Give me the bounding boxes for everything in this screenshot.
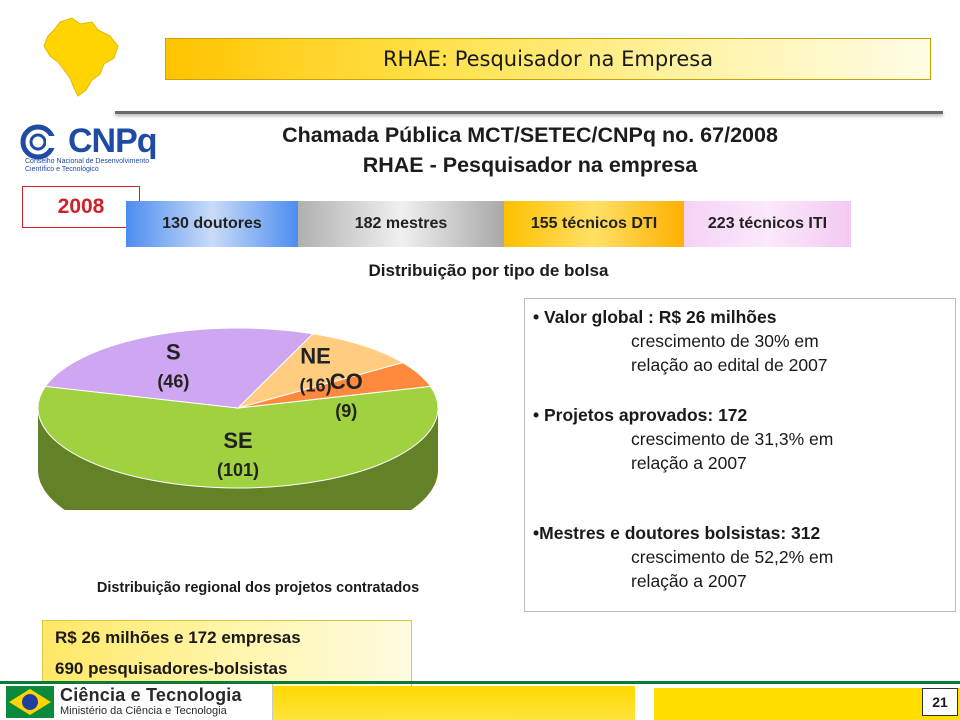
pie-label-ne: NE xyxy=(300,343,331,368)
highlight-head: Valor global : R$ 26 milhões xyxy=(544,307,777,327)
summary-line-2: 690 pesquisadores-bolsistas xyxy=(55,659,288,678)
pie-label-co: CO xyxy=(330,369,363,394)
pie-side-se xyxy=(38,408,438,510)
heading-line-1: Chamada Pública MCT/SETEC/CNPq no. 67/20… xyxy=(282,123,778,147)
highlight-sub: relação a 2007 xyxy=(631,453,747,473)
highlight-projetos: • Projetos aprovados: 172 crescimento de… xyxy=(533,403,948,475)
cnpq-wordmark: CNPq xyxy=(68,122,158,160)
heading-line-2: RHAE - Pesquisador na empresa xyxy=(362,153,698,177)
pie-slice-co xyxy=(237,362,432,409)
pie-label-se: SE xyxy=(223,428,252,453)
regional-pie-chart: SE (101) S (46) NE (16)CO (9) xyxy=(37,327,439,510)
summary-line-1: R$ 26 milhões e 172 empresas xyxy=(55,628,301,647)
footer-gap xyxy=(636,682,654,720)
highlight-sub: relação ao edital de 2007 xyxy=(631,355,828,375)
bar-segment-doutores: 130 doutores xyxy=(126,201,298,247)
bar-segment-mestres: 182 mestres xyxy=(298,201,504,247)
pie-value-ne: (16) xyxy=(300,375,332,395)
highlight-sub: crescimento de 30% em xyxy=(631,331,819,351)
highlights-box: • Valor global : R$ 26 milhões crescimen… xyxy=(524,298,956,612)
year-badge: 2008 xyxy=(22,186,140,228)
pie-caption: Distribuição regional dos projetos contr… xyxy=(96,580,420,596)
brazil-map-icon xyxy=(43,17,119,97)
pie-depth xyxy=(38,408,438,510)
highlight-head: Mestres e doutores bolsistas: 312 xyxy=(539,523,821,543)
title-banner: RHAE: Pesquisador na Empresa xyxy=(165,38,931,80)
highlight-sub: crescimento de 52,2% em xyxy=(631,547,834,567)
pie-value-co: (9) xyxy=(335,401,357,421)
bolsa-distribution-bar: 130 doutores 182 mestres 155 técnicos DT… xyxy=(126,201,851,247)
highlight-valor-global: • Valor global : R$ 26 milhões crescimen… xyxy=(533,305,948,377)
cnpq-subtitle: Conselho Nacional de Desenvolvimento Cie… xyxy=(25,158,150,173)
pie-value-s: (46) xyxy=(157,371,189,391)
brazil-flag-icon xyxy=(6,686,54,718)
pie-slice-se xyxy=(37,385,439,489)
pie-slices xyxy=(37,327,439,489)
pie-labels: SE (101) S (46) NE (16)CO (9) xyxy=(157,339,362,480)
pie-slice-s xyxy=(44,327,314,409)
footer-ministry: Ministério da Ciência e Tecnologia xyxy=(60,705,227,717)
highlight-sub: relação a 2007 xyxy=(631,571,747,591)
bullet: • xyxy=(533,523,540,543)
cnpq-logo: CNPq Conselho Nacional de Desenvolviment… xyxy=(18,120,158,190)
main-heading: Chamada Pública MCT/SETEC/CNPq no. 67/20… xyxy=(160,120,900,180)
header-divider xyxy=(115,111,943,114)
bolsa-caption: Distribuição por tipo de bolsa xyxy=(368,261,609,280)
bullet: • xyxy=(533,405,544,425)
highlight-head: Projetos aprovados: 172 xyxy=(544,405,748,425)
footer-band-right xyxy=(654,688,960,720)
footer-rule xyxy=(0,681,960,684)
bullet: • xyxy=(533,307,544,327)
pie-value-se: (101) xyxy=(217,460,259,480)
highlight-sub: crescimento de 31,3% em xyxy=(631,429,834,449)
bar-segment-iti: 223 técnicos ITI xyxy=(684,201,851,247)
banner-title: RHAE: Pesquisador na Empresa xyxy=(382,47,714,71)
summary-box: R$ 26 milhões e 172 empresas 690 pesquis… xyxy=(42,620,412,692)
pie-slice-ne xyxy=(236,333,405,409)
footer-title: Ciência e Tecnologia xyxy=(60,685,242,705)
cnpq-mark-icon xyxy=(20,124,62,160)
page-number: 21 xyxy=(922,688,958,716)
highlight-bolsistas: •Mestres e doutores bolsistas: 312 cresc… xyxy=(533,521,948,593)
pie-label-s: S xyxy=(166,339,181,364)
bar-segment-dti: 155 técnicos DTI xyxy=(504,201,684,247)
